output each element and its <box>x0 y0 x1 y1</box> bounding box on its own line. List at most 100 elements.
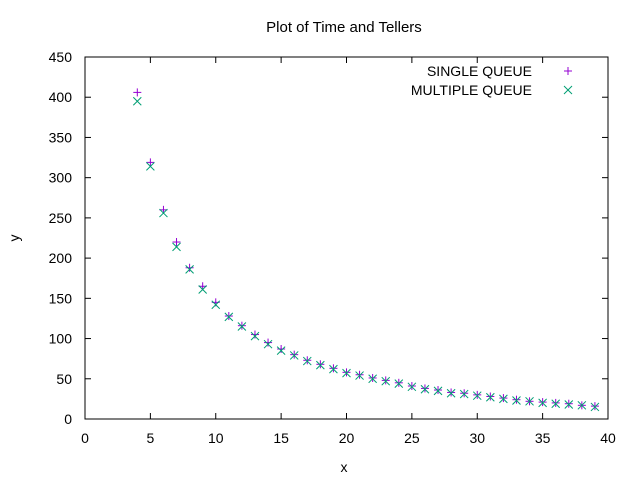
single-queue-point <box>590 402 599 411</box>
legend-label: MULTIPLE QUEUE <box>411 82 532 98</box>
multiple-queue-point <box>512 396 521 405</box>
x-tick-label: 20 <box>339 430 355 446</box>
multiple-queue-point <box>329 364 338 374</box>
single-queue-point <box>551 398 560 407</box>
multiple-queue-point <box>342 368 351 378</box>
multiple-queue-point <box>551 399 561 409</box>
x-tick-label: 35 <box>535 430 551 446</box>
single-queue-point <box>224 312 233 321</box>
single-queue-point <box>381 376 390 385</box>
multiple-queue-point <box>237 322 247 331</box>
single-queue-point <box>146 158 155 167</box>
multiple-queue-point <box>368 374 378 384</box>
multiple-queue-point <box>132 96 142 106</box>
single-queue-point <box>237 321 246 330</box>
y-tick-label: 300 <box>49 170 73 186</box>
plot-frame <box>84 56 609 420</box>
single-queue-point <box>499 394 508 403</box>
single-queue-point <box>407 382 416 391</box>
multiple-queue-point <box>289 351 299 360</box>
multiple-queue-point <box>446 388 456 398</box>
single-queue-point <box>329 364 338 373</box>
single-queue-point <box>133 88 142 97</box>
multiple-queue-point <box>420 384 430 394</box>
x-axis-ticks: 0 5 10 15 20 25 30 35 40 <box>81 57 616 446</box>
x-axis-label: x <box>341 459 348 475</box>
multiple-queue-point <box>211 300 221 310</box>
single-queue-point <box>172 238 181 247</box>
multiple-queue-point <box>472 391 482 401</box>
multiple-queue-point <box>485 392 495 402</box>
multiple-queue-point <box>381 376 391 386</box>
y-axis-label: y <box>6 235 22 242</box>
y-tick-label: 350 <box>49 129 73 145</box>
single-queue-point <box>277 345 286 354</box>
single-queue-point <box>473 390 482 399</box>
multiple-queue-point <box>250 331 260 341</box>
multiple-queue-point <box>577 400 587 410</box>
single-queue-point <box>434 386 443 395</box>
x-tick-label: 10 <box>208 430 224 446</box>
legend: SINGLE QUEUE MULTIPLE QUEUE <box>411 63 573 98</box>
multiple-queue-point <box>459 389 469 399</box>
single-queue-point <box>250 330 259 339</box>
y-tick-label: 250 <box>49 210 73 226</box>
y-tick-label: 150 <box>49 290 73 306</box>
x-tick-label: 40 <box>600 430 616 446</box>
single-queue-point <box>394 378 403 387</box>
single-queue-point <box>185 263 194 272</box>
single-queue-point <box>447 388 456 397</box>
y-axis-ticks: 0 50 100 150 200 250 300 350 400 450 <box>49 49 608 427</box>
single-queue-point <box>486 392 495 401</box>
x-tick-label: 25 <box>404 430 420 446</box>
single-queue-point <box>538 398 547 407</box>
plot-series <box>132 88 600 412</box>
single-queue-point <box>303 356 312 365</box>
x-tick-label: 30 <box>469 430 485 446</box>
multiple-queue-point <box>538 398 547 408</box>
x-tick-label: 15 <box>273 430 289 446</box>
multiple-queue-point <box>355 371 364 380</box>
y-tick-label: 0 <box>64 411 72 427</box>
multiple-queue-point <box>590 402 600 412</box>
single-queue-point <box>355 370 364 379</box>
multiple-queue-point <box>198 285 208 294</box>
multiple-queue-point <box>499 394 508 404</box>
x-tick-label: 0 <box>81 430 89 446</box>
multiple-queue-point <box>525 396 534 406</box>
single-queue-point <box>512 395 521 404</box>
multiple-queue-point <box>315 360 325 370</box>
multiple-queue-point <box>394 379 404 388</box>
multiple-queue-point <box>159 208 168 218</box>
series-multiple-queue <box>132 96 600 412</box>
single-queue-point <box>368 373 377 382</box>
multiple-queue-point <box>224 312 234 322</box>
multiple-queue-point <box>302 356 312 366</box>
y-tick-label: 50 <box>56 371 72 387</box>
legend-marker <box>564 67 572 75</box>
y-tick-label: 450 <box>49 49 73 65</box>
legend-marker <box>563 85 573 95</box>
legend-label: SINGLE QUEUE <box>427 63 532 79</box>
single-queue-point <box>290 350 299 359</box>
single-queue-point <box>316 360 325 369</box>
multiple-queue-point <box>185 265 194 274</box>
single-queue-point <box>420 384 429 393</box>
series-single-queue <box>133 88 599 411</box>
multiple-queue-point <box>564 400 574 409</box>
single-queue-point <box>264 338 273 347</box>
multiple-queue-point <box>263 339 273 349</box>
x-tick-label: 5 <box>146 430 154 446</box>
multiple-queue-point <box>407 382 417 392</box>
multiple-queue-point <box>276 346 286 355</box>
single-queue-point <box>564 399 573 408</box>
multiple-queue-point <box>146 162 155 171</box>
y-tick-label: 200 <box>49 250 73 266</box>
y-tick-label: 400 <box>49 89 73 105</box>
single-queue-point <box>342 368 351 377</box>
multiple-queue-point <box>172 242 181 252</box>
single-queue-point <box>460 389 469 398</box>
multiple-queue-point <box>433 386 443 396</box>
